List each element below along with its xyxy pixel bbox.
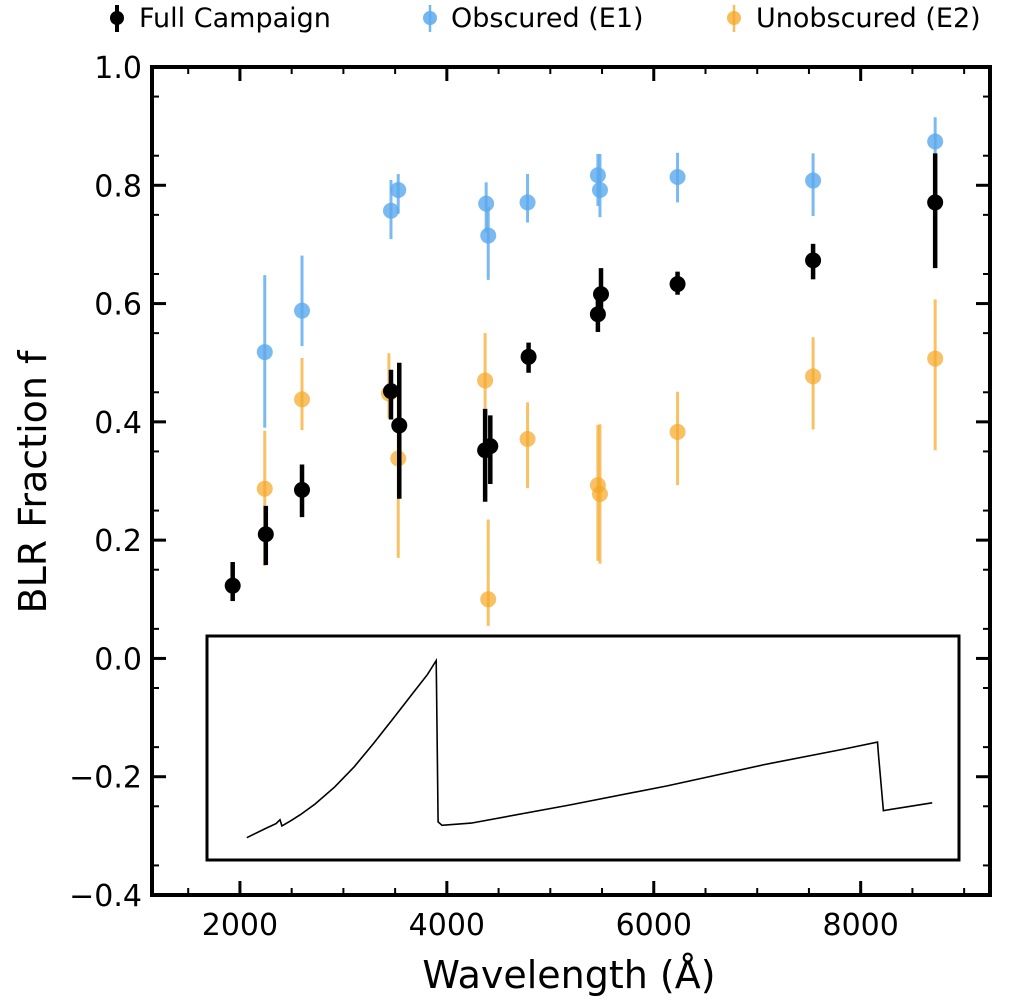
- x-axis-label: Wavelength (Å): [422, 953, 715, 997]
- point-unobscured-e2: [669, 423, 686, 440]
- legend-marker-obscured: [423, 11, 437, 25]
- y-tick-label: 0.2: [94, 524, 142, 559]
- point-full-campaign: [482, 438, 499, 455]
- y-tick-label: 0.6: [94, 288, 142, 323]
- point-full-campaign: [927, 194, 944, 211]
- point-full-campaign: [224, 577, 241, 594]
- point-obscured-e1: [589, 167, 606, 184]
- point-obscured-e1: [591, 182, 608, 199]
- point-full-campaign: [593, 286, 610, 303]
- point-obscured-e1: [669, 169, 686, 186]
- point-full-campaign: [391, 417, 408, 434]
- point-unobscured-e2: [805, 368, 822, 385]
- point-full-campaign: [589, 306, 606, 323]
- legend: Full Campaign Obscured (E1) Unobscured (…: [110, 3, 981, 34]
- y-tick-label: 0.0: [94, 642, 142, 677]
- point-obscured-e1: [382, 202, 399, 219]
- point-full-campaign: [382, 383, 399, 400]
- y-tick-label: 0.4: [94, 406, 142, 441]
- legend-marker-full-campaign: [110, 11, 124, 25]
- point-obscured-e1: [480, 227, 497, 244]
- point-unobscured-e2: [519, 431, 536, 448]
- y-tick-label: 1.0: [94, 51, 142, 86]
- point-obscured-e1: [805, 172, 822, 189]
- x-tick-label: 2000: [202, 908, 278, 943]
- point-unobscured-e2: [927, 350, 944, 367]
- point-full-campaign: [805, 252, 822, 269]
- data-series: [224, 117, 944, 626]
- point-unobscured-e2: [477, 372, 494, 389]
- point-full-campaign: [520, 348, 537, 365]
- point-full-campaign: [257, 526, 274, 543]
- point-unobscured-e2: [294, 391, 311, 408]
- inset-line: [246, 657, 933, 839]
- point-obscured-e1: [294, 302, 311, 319]
- legend-marker-unobscured: [727, 11, 741, 25]
- axis-ticks: 2000 4000 6000 8000 −0.4 −0.2 0.0 0.2 0.4 0.6 0.8 1…: [69, 51, 990, 943]
- legend-label-unobscured: Unobscured (E2): [756, 3, 981, 34]
- legend-label-obscured: Obscured (E1): [451, 3, 644, 34]
- legend-label-full-campaign: Full Campaign: [139, 3, 331, 34]
- point-obscured-e1: [519, 194, 536, 211]
- plot-frame: [150, 65, 992, 897]
- y-axis-label: BLR Fraction f: [11, 349, 55, 613]
- y-tick-label: −0.4: [69, 879, 142, 914]
- x-tick-label: 4000: [409, 908, 485, 943]
- point-unobscured-e2: [591, 486, 608, 503]
- y-tick-label: 0.8: [94, 169, 142, 204]
- y-tick-label: −0.2: [69, 761, 142, 796]
- point-unobscured-e2: [480, 591, 497, 608]
- point-obscured-e1: [256, 344, 273, 361]
- point-full-campaign: [294, 481, 311, 498]
- inset-frame: [205, 634, 961, 862]
- point-obscured-e1: [390, 182, 407, 199]
- point-unobscured-e2: [256, 480, 273, 497]
- point-obscured-e1: [478, 195, 495, 212]
- x-tick-label: 6000: [616, 908, 692, 943]
- point-full-campaign: [669, 276, 686, 293]
- x-tick-label: 8000: [822, 908, 898, 943]
- point-obscured-e1: [927, 133, 944, 150]
